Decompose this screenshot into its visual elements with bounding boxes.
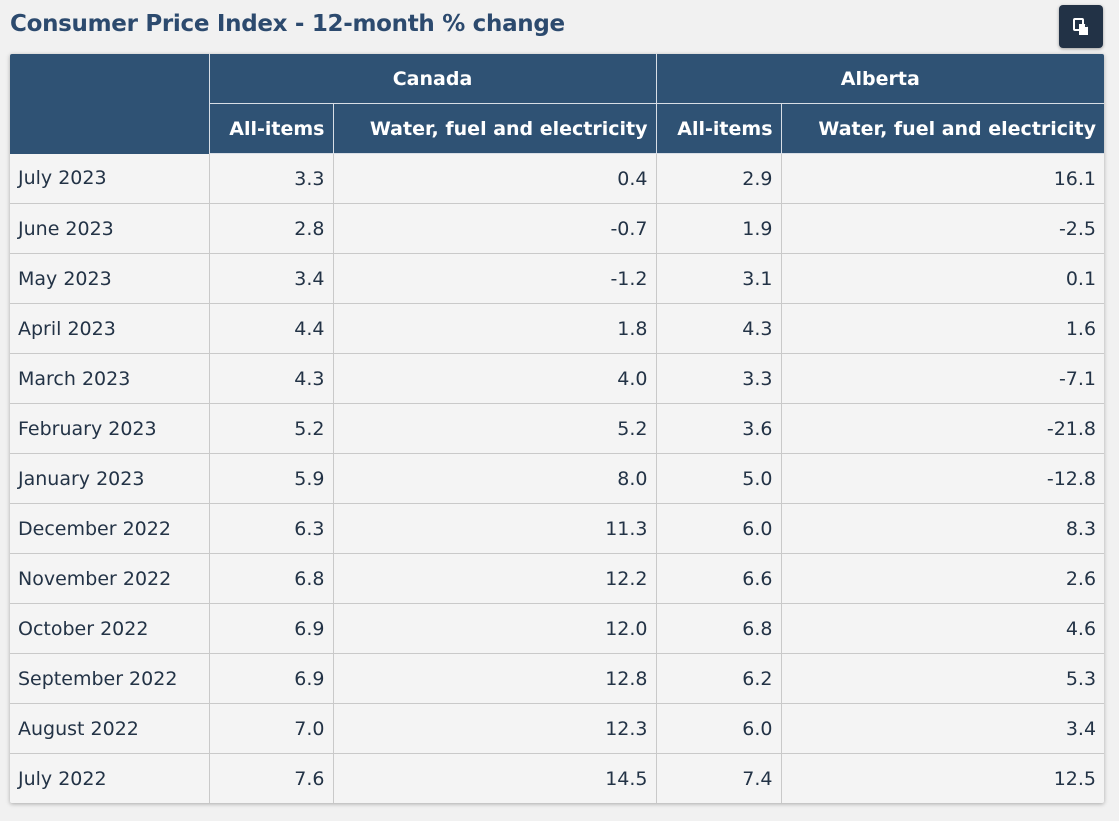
row-label: October 2022 <box>10 603 209 654</box>
table-row: July 2023 3.3 0.4 2.9 16.1 <box>10 153 1104 204</box>
cell-alberta-water-fuel-electricity: 2.6 <box>780 553 1104 604</box>
cell-canada-all-items: 5.9 <box>208 453 333 504</box>
table-row: March 2023 4.3 4.0 3.3 -7.1 <box>10 353 1104 404</box>
cell-canada-all-items: 3.3 <box>208 153 333 204</box>
cell-canada-water-fuel-electricity: 14.5 <box>332 753 657 803</box>
cell-alberta-water-fuel-electricity: 4.6 <box>780 603 1104 654</box>
cell-alberta-all-items: 6.8 <box>655 603 782 654</box>
cell-alberta-water-fuel-electricity: 8.3 <box>780 503 1104 554</box>
cell-canada-water-fuel-electricity: 12.8 <box>332 653 657 704</box>
cell-canada-water-fuel-electricity: 0.4 <box>332 153 657 204</box>
group-header-alberta: Alberta <box>655 54 1104 104</box>
cell-canada-all-items: 6.3 <box>208 503 333 554</box>
cell-alberta-all-items: 6.2 <box>655 653 782 704</box>
row-label: November 2022 <box>10 553 209 604</box>
subheader-canada-water-fuel-electricity: Water, fuel and electricity <box>332 103 657 154</box>
cell-alberta-water-fuel-electricity: 5.3 <box>780 653 1104 704</box>
row-label: February 2023 <box>10 403 209 454</box>
row-label: July 2023 <box>18 167 107 190</box>
row-label: September 2022 <box>10 653 209 704</box>
row-label: May 2023 <box>10 253 209 304</box>
cell-alberta-water-fuel-electricity: -21.8 <box>780 403 1104 454</box>
cpi-table: Canada Alberta All-items Water, fuel and… <box>10 54 1104 803</box>
copy-icon <box>1073 17 1089 36</box>
table-row: November 2022 6.8 12.2 6.6 2.6 <box>10 553 1104 604</box>
cell-alberta-all-items: 2.9 <box>655 153 782 204</box>
cell-canada-water-fuel-electricity: -0.7 <box>332 203 657 254</box>
cell-canada-water-fuel-electricity: 12.3 <box>332 703 657 754</box>
table-row: February 2023 5.2 5.2 3.6 -21.8 <box>10 403 1104 454</box>
cell-canada-water-fuel-electricity: 12.2 <box>332 553 657 604</box>
subheader-alberta-water-fuel-electricity: Water, fuel and electricity <box>780 103 1104 154</box>
cell-canada-all-items: 5.2 <box>208 403 333 454</box>
cell-canada-water-fuel-electricity: -1.2 <box>332 253 657 304</box>
corner-header-cell <box>10 54 209 154</box>
cell-canada-water-fuel-electricity: 4.0 <box>332 353 657 404</box>
cell-alberta-all-items: 7.4 <box>655 753 782 803</box>
cell-canada-all-items: 6.9 <box>208 603 333 654</box>
cell-alberta-all-items: 3.1 <box>655 253 782 304</box>
cell-alberta-all-items: 6.0 <box>655 703 782 754</box>
cell-canada-all-items: 6.9 <box>208 653 333 704</box>
cell-canada-water-fuel-electricity: 1.8 <box>332 303 657 354</box>
table-row: June 2023 2.8 -0.7 1.9 -2.5 <box>10 203 1104 254</box>
cell-canada-all-items: 2.8 <box>208 203 333 254</box>
row-label: March 2023 <box>10 353 209 404</box>
cell-alberta-water-fuel-electricity: 16.1 <box>780 153 1104 204</box>
table-row: October 2022 6.9 12.0 6.8 4.6 <box>10 603 1104 654</box>
copy-button[interactable] <box>1059 5 1103 48</box>
row-label: January 2023 <box>10 453 209 504</box>
cell-alberta-water-fuel-electricity: -2.5 <box>780 203 1104 254</box>
cell-alberta-all-items: 6.0 <box>655 503 782 554</box>
table-row: April 2023 4.4 1.8 4.3 1.6 <box>10 303 1104 354</box>
cell-alberta-water-fuel-electricity: 0.1 <box>780 253 1104 304</box>
group-header-canada: Canada <box>208 54 657 104</box>
cell-canada-all-items: 7.6 <box>208 753 333 803</box>
row-label: December 2022 <box>10 503 209 554</box>
cell-canada-all-items: 4.4 <box>208 303 333 354</box>
row-label: April 2023 <box>10 303 209 354</box>
table-row: July 2022 7.6 14.5 7.4 12.5 <box>10 753 1104 803</box>
page-title: Consumer Price Index - 12-month % change <box>10 11 565 37</box>
table-row: January 2023 5.9 8.0 5.0 -12.8 <box>10 453 1104 504</box>
cell-alberta-all-items: 1.9 <box>655 203 782 254</box>
cell-alberta-water-fuel-electricity: 12.5 <box>780 753 1104 803</box>
table-row: September 2022 6.9 12.8 6.2 5.3 <box>10 653 1104 704</box>
row-label: June 2023 <box>10 203 209 254</box>
cell-canada-all-items: 4.3 <box>208 353 333 404</box>
subheader-canada-all-items: All-items <box>208 103 333 154</box>
cell-alberta-all-items: 6.6 <box>655 553 782 604</box>
subheader-alberta-all-items: All-items <box>655 103 782 154</box>
cell-canada-water-fuel-electricity: 11.3 <box>332 503 657 554</box>
table-row: December 2022 6.3 11.3 6.0 8.3 <box>10 503 1104 554</box>
row-label: August 2022 <box>10 703 209 754</box>
cell-canada-all-items: 6.8 <box>208 553 333 604</box>
cell-alberta-water-fuel-electricity: 3.4 <box>780 703 1104 754</box>
cell-canada-water-fuel-electricity: 8.0 <box>332 453 657 504</box>
cell-canada-water-fuel-electricity: 12.0 <box>332 603 657 654</box>
cell-canada-water-fuel-electricity: 5.2 <box>332 403 657 454</box>
cell-alberta-all-items: 4.3 <box>655 303 782 354</box>
cell-canada-all-items: 3.4 <box>208 253 333 304</box>
table-row: May 2023 3.4 -1.2 3.1 0.1 <box>10 253 1104 304</box>
cell-canada-all-items: 7.0 <box>208 703 333 754</box>
cell-alberta-all-items: 5.0 <box>655 453 782 504</box>
table-row: August 2022 7.0 12.3 6.0 3.4 <box>10 703 1104 754</box>
cell-alberta-water-fuel-electricity: 1.6 <box>780 303 1104 354</box>
row-label: July 2022 <box>10 753 209 803</box>
cell-alberta-all-items: 3.3 <box>655 353 782 404</box>
cell-alberta-water-fuel-electricity: -7.1 <box>780 353 1104 404</box>
cell-alberta-all-items: 3.6 <box>655 403 782 454</box>
cell-alberta-water-fuel-electricity: -12.8 <box>780 453 1104 504</box>
